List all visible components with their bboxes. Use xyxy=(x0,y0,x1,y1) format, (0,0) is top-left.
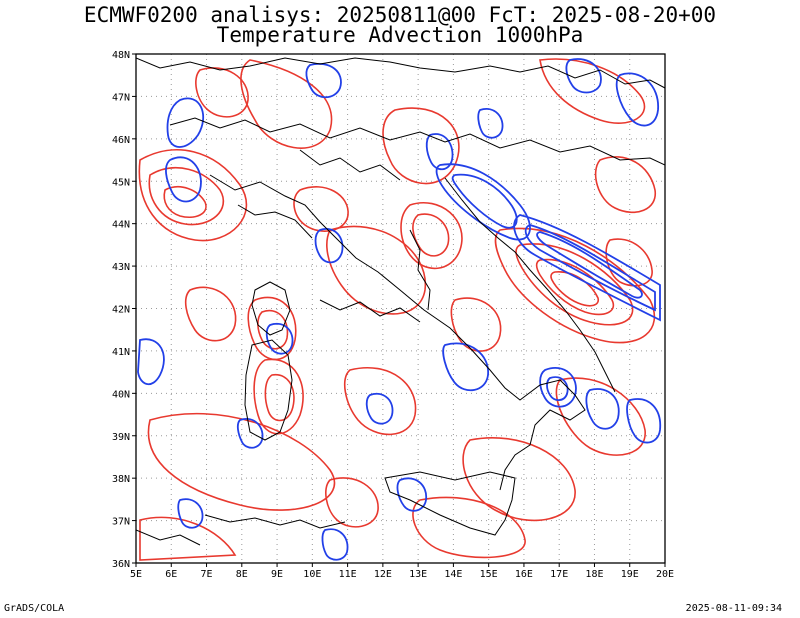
lon-label: 7E xyxy=(201,569,213,580)
longitude-labels: 5E 6E 7E 8E 9E 10E 11E 12E 13E 14E 15E 16E 17E 18E 19E… xyxy=(130,563,674,580)
lon-label: 17E xyxy=(550,569,568,580)
lat-label: 40N xyxy=(112,389,130,400)
lat-label: 47N xyxy=(112,92,130,103)
lon-label: 18E xyxy=(585,569,603,580)
lon-label: 9E xyxy=(271,569,283,580)
lat-label: 48N xyxy=(112,50,130,61)
latitude-labels: 36N 37N 38N 39N 40N 41N 42N 43N 44N 45N 46N 47N 48N xyxy=(112,50,136,570)
lon-label: 14E xyxy=(444,569,462,580)
lon-label: 8E xyxy=(236,569,248,580)
coastlines-and-borders xyxy=(136,57,665,546)
lon-label: 12E xyxy=(374,569,392,580)
lon-label: 11E xyxy=(339,569,357,580)
lon-label: 16E xyxy=(515,569,533,580)
plot-title-line1: ECMWF0200 analisys: 20250811@00 FcT: 202… xyxy=(83,3,717,27)
plot-title-line2: Temperature Advection 1000hPa xyxy=(216,23,584,47)
lat-label: 42N xyxy=(112,305,130,316)
lat-label: 46N xyxy=(112,135,130,146)
lat-label: 45N xyxy=(112,177,130,188)
lon-label: 5E xyxy=(130,569,142,580)
lat-label: 43N xyxy=(112,262,130,273)
lon-label: 13E xyxy=(409,569,427,580)
lon-label: 19E xyxy=(621,569,639,580)
footer-timestamp: 2025-08-11-09:34 xyxy=(685,603,782,614)
negative-advection-contours xyxy=(137,58,662,561)
footer-software-label: GrADS/COLA xyxy=(4,603,65,614)
lon-label: 15E xyxy=(480,569,498,580)
lat-label: 36N xyxy=(112,559,130,570)
lat-label: 37N xyxy=(112,517,130,528)
lat-label: 38N xyxy=(112,474,130,485)
lat-label: 44N xyxy=(112,220,130,231)
lat-label: 41N xyxy=(112,347,130,358)
lon-label: 10E xyxy=(303,569,321,580)
lon-label: 20E xyxy=(656,569,674,580)
lat-label: 39N xyxy=(112,432,130,443)
lon-label: 6E xyxy=(165,569,177,580)
